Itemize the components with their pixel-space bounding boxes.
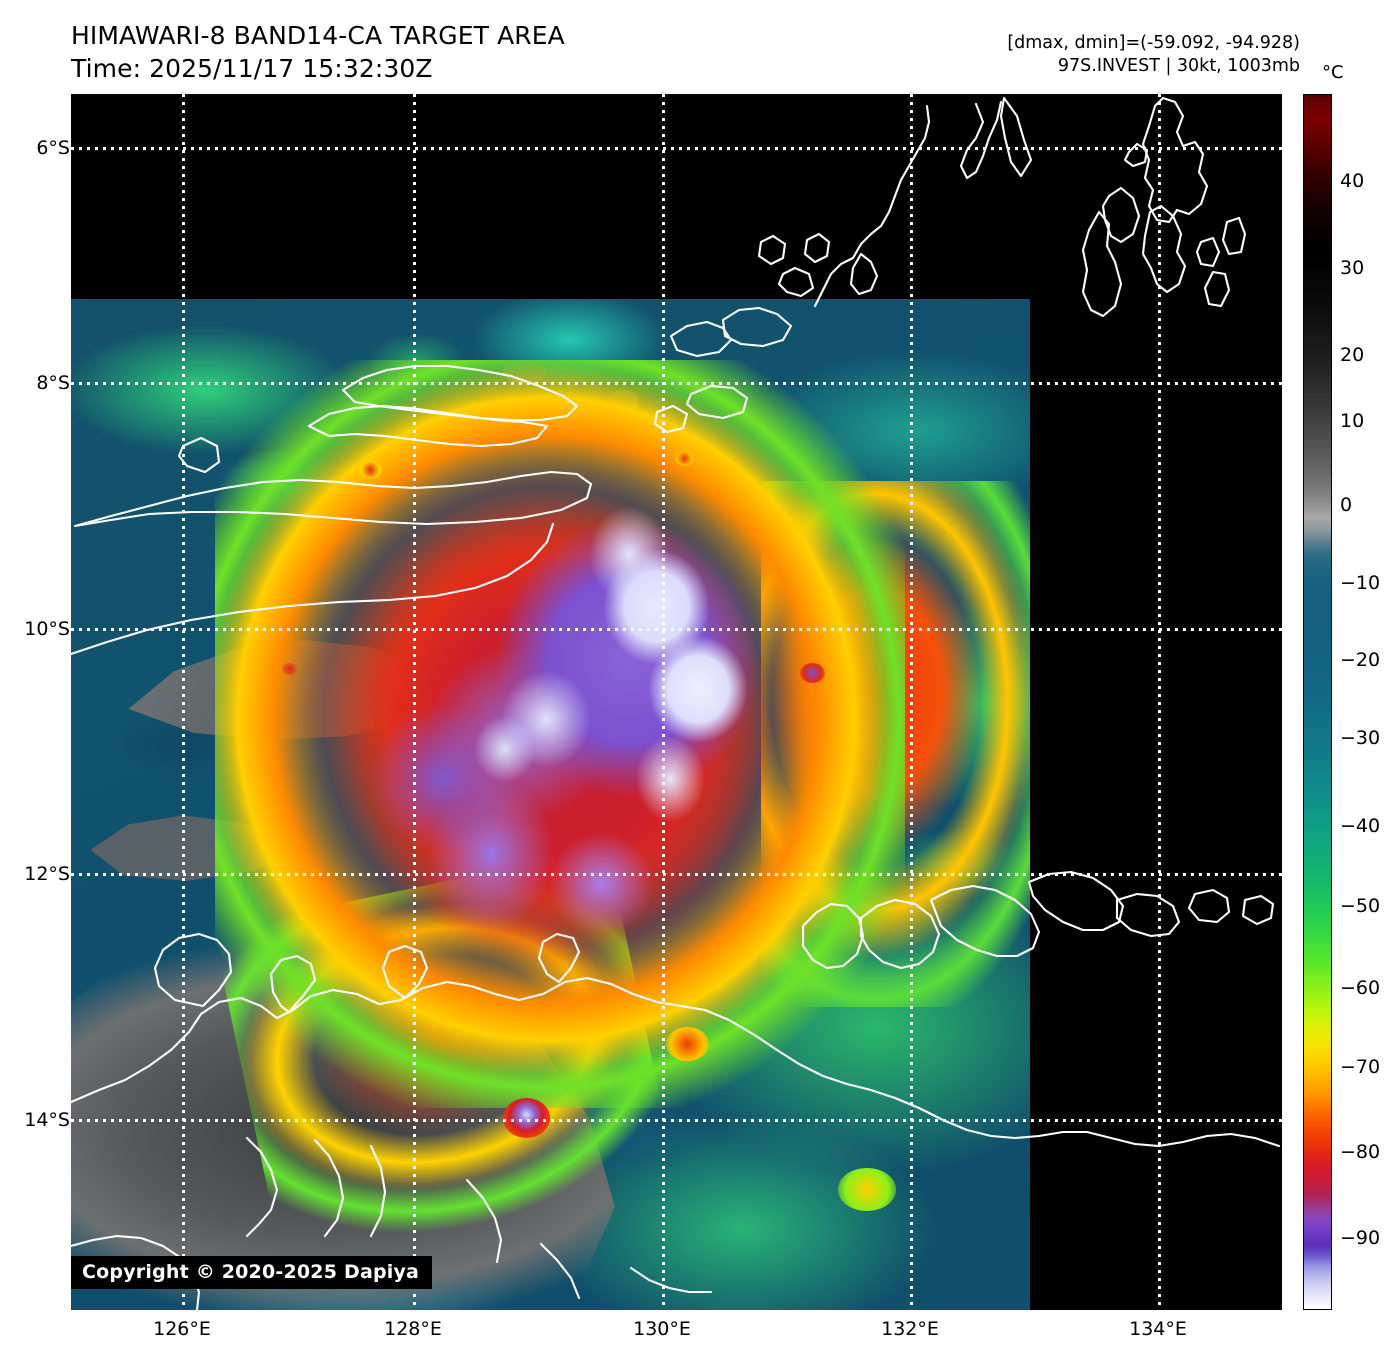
coastline-island xyxy=(1241,894,1275,926)
colorbar-tick-label: 30 xyxy=(1340,257,1365,279)
coastline-island xyxy=(777,266,815,298)
colorbar-tick-label: 0 xyxy=(1340,494,1353,516)
xtick-label: 128°E xyxy=(384,1318,442,1340)
colorbar-tick-label: −50 xyxy=(1340,895,1381,917)
colorbar-unit-label: °C xyxy=(1322,62,1344,83)
xtick-label: 134°E xyxy=(1129,1318,1187,1340)
coastline-island xyxy=(1115,892,1181,938)
coastline-island xyxy=(813,104,931,308)
tropical-cyclone-core xyxy=(214,359,906,1108)
ytick-label: 14°S xyxy=(24,1109,70,1131)
coastline-peninsula xyxy=(1027,870,1125,932)
temperature-colorbar xyxy=(1303,94,1332,1310)
metadata-block: [dmax, dmin]=(-59.092, -94.928) 97S.INVE… xyxy=(1007,32,1300,78)
satellite-data-swath xyxy=(71,299,1030,1310)
convective-puff xyxy=(665,1026,709,1062)
gridline-lon-134 xyxy=(1158,94,1161,1310)
convective-puff xyxy=(675,450,695,466)
colorbar-tick-label: −60 xyxy=(1340,977,1381,999)
colorbar-tick-label: −40 xyxy=(1340,815,1381,837)
xtick-label: 132°E xyxy=(881,1318,939,1340)
satellite-image-plot: Copyright © 2020-2025 Dapiya xyxy=(71,94,1282,1310)
convective-puff xyxy=(838,1168,896,1211)
colorbar-tick-label: 20 xyxy=(1340,344,1365,366)
colorbar-tick-label: −90 xyxy=(1340,1227,1381,1249)
ytick-label: 10°S xyxy=(24,618,70,640)
coastline-island xyxy=(959,100,1003,180)
title-line-1: HIMAWARI-8 BAND14-CA TARGET AREA xyxy=(71,21,565,50)
convective-puff xyxy=(358,460,382,479)
coastline-island xyxy=(1195,236,1221,268)
coastline-island xyxy=(1101,186,1141,244)
coastline-island xyxy=(1141,96,1209,224)
copyright-watermark: Copyright © 2020-2025 Dapiya xyxy=(71,1256,433,1289)
colorbar-tick-label: −10 xyxy=(1340,572,1381,594)
colorbar-tick-label: 10 xyxy=(1340,410,1365,432)
coastline-island xyxy=(1203,270,1231,308)
storm-intensity-readout: 97S.INVEST | 30kt, 1003mb xyxy=(1057,56,1300,77)
isolated-convective-cell xyxy=(502,1097,551,1139)
xtick-label: 130°E xyxy=(633,1318,691,1340)
title-line-2: Time: 2025/11/17 15:32:30Z xyxy=(71,53,433,83)
ytick-label: 6°S xyxy=(36,137,70,159)
dmax-dmin-readout: [dmax, dmin]=(-59.092, -94.928) xyxy=(1007,33,1300,53)
convective-puff xyxy=(281,662,298,676)
page-title: HIMAWARI-8 BAND14-CA TARGET AREA Time: 2… xyxy=(71,20,565,85)
colorbar-tick-label: −20 xyxy=(1340,649,1381,671)
colorbar-tick-label: 40 xyxy=(1340,170,1365,192)
gridline-lat-6S xyxy=(71,147,1282,150)
ytick-label: 12°S xyxy=(24,863,70,885)
xtick-label: 126°E xyxy=(153,1318,211,1340)
coastline-island xyxy=(1221,216,1247,256)
convective-puff xyxy=(799,662,825,684)
coastline-island xyxy=(1141,204,1187,294)
coastline-island xyxy=(1123,142,1149,168)
colorbar-tick-label: −70 xyxy=(1340,1056,1381,1078)
ytick-label: 8°S xyxy=(36,372,70,394)
coastline-island xyxy=(849,252,879,296)
colorbar-tick-label: −30 xyxy=(1340,727,1381,749)
coastline-island xyxy=(999,96,1033,178)
colorbar-tick-label: −80 xyxy=(1340,1141,1381,1163)
coastline-island xyxy=(803,232,831,264)
coastline-island xyxy=(1081,210,1123,318)
coastline-island xyxy=(1187,888,1231,924)
coastline-island xyxy=(757,234,787,266)
